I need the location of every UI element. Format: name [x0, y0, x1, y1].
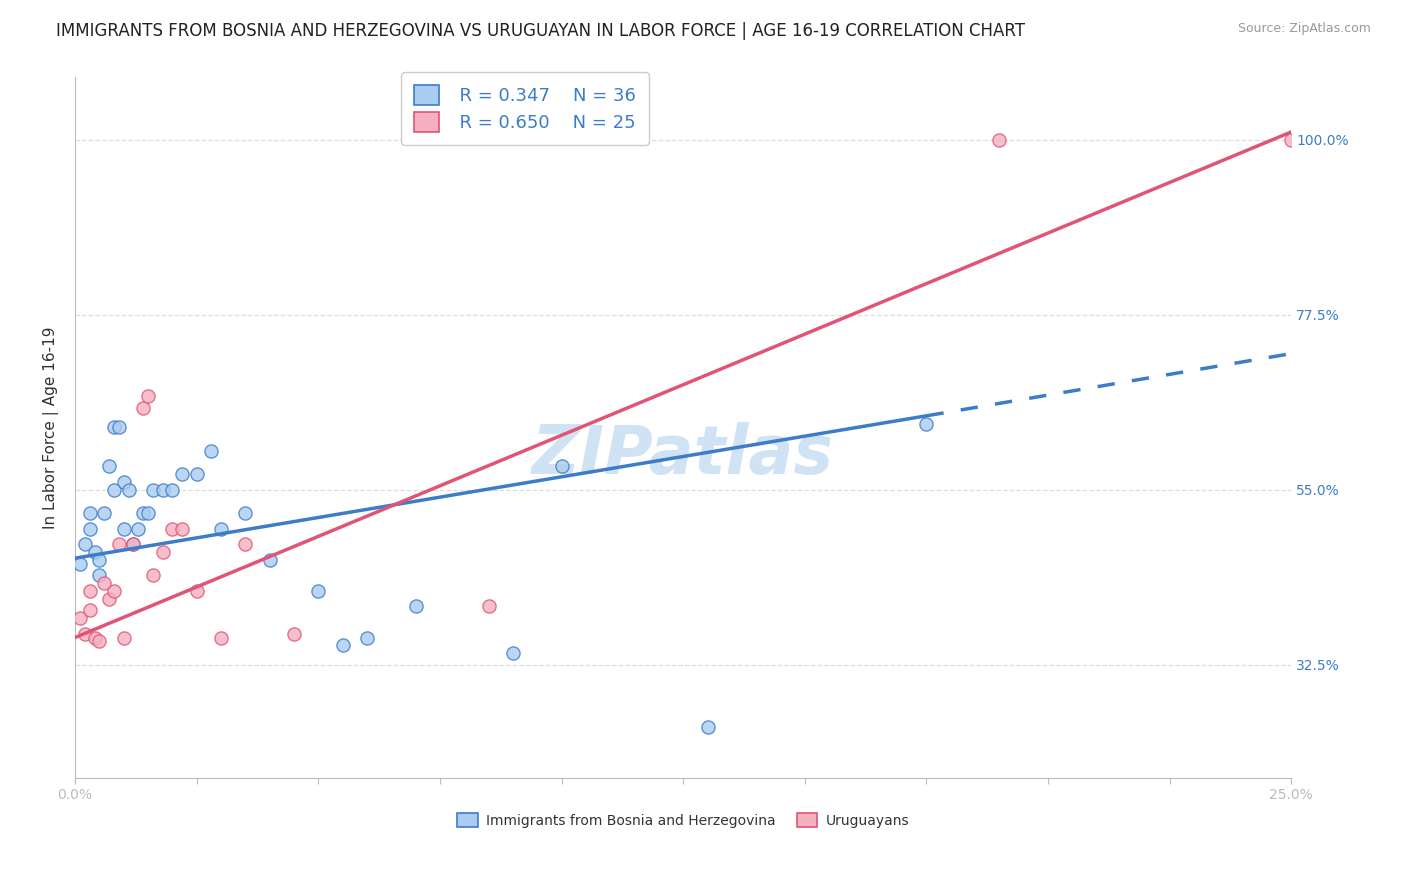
Point	[172, 522, 194, 536]
Point	[89, 568, 111, 582]
Legend: Immigrants from Bosnia and Herzegovina, Uruguayans: Immigrants from Bosnia and Herzegovina, …	[451, 807, 915, 834]
Point	[127, 522, 149, 536]
Point	[79, 603, 101, 617]
Point	[93, 506, 115, 520]
Text: Source: ZipAtlas.com: Source: ZipAtlas.com	[1237, 22, 1371, 36]
Point	[162, 483, 184, 497]
Point	[283, 626, 305, 640]
Point	[142, 483, 165, 497]
Point	[132, 401, 155, 415]
Point	[332, 638, 354, 652]
Point	[478, 599, 501, 614]
Point	[235, 506, 257, 520]
Point	[136, 506, 159, 520]
Point	[98, 459, 121, 474]
Point	[209, 631, 232, 645]
Point	[89, 552, 111, 566]
Point	[69, 557, 91, 571]
Point	[172, 467, 194, 482]
Point	[502, 646, 524, 660]
Point	[200, 443, 222, 458]
Point	[112, 475, 135, 489]
Point	[103, 583, 125, 598]
Point	[152, 483, 174, 497]
Point	[1279, 133, 1302, 147]
Point	[152, 545, 174, 559]
Text: IMMIGRANTS FROM BOSNIA AND HERZEGOVINA VS URUGUAYAN IN LABOR FORCE | AGE 16-19 C: IMMIGRANTS FROM BOSNIA AND HERZEGOVINA V…	[56, 22, 1025, 40]
Point	[307, 583, 329, 598]
Point	[132, 506, 155, 520]
Text: ZIPatlas: ZIPatlas	[533, 423, 834, 489]
Point	[79, 583, 101, 598]
Point	[79, 522, 101, 536]
Point	[915, 417, 938, 431]
Point	[162, 522, 184, 536]
Point	[108, 420, 131, 434]
Point	[93, 576, 115, 591]
Point	[69, 611, 91, 625]
Point	[142, 568, 165, 582]
Point	[186, 583, 208, 598]
Point	[89, 634, 111, 648]
Point	[103, 420, 125, 434]
Point	[259, 552, 281, 566]
Point	[73, 537, 96, 551]
Point	[122, 537, 145, 551]
Point	[235, 537, 257, 551]
Point	[405, 599, 427, 614]
Point	[136, 389, 159, 403]
Point	[112, 522, 135, 536]
Point	[112, 631, 135, 645]
Point	[83, 545, 105, 559]
Point	[108, 537, 131, 551]
Point	[122, 537, 145, 551]
Point	[83, 631, 105, 645]
Point	[209, 522, 232, 536]
Point	[117, 483, 139, 497]
Point	[356, 631, 378, 645]
Point	[73, 626, 96, 640]
Point	[103, 483, 125, 497]
Point	[550, 459, 572, 474]
Point	[696, 720, 718, 734]
Point	[98, 591, 121, 606]
Y-axis label: In Labor Force | Age 16-19: In Labor Force | Age 16-19	[44, 326, 59, 529]
Point	[988, 133, 1011, 147]
Point	[186, 467, 208, 482]
Point	[79, 506, 101, 520]
